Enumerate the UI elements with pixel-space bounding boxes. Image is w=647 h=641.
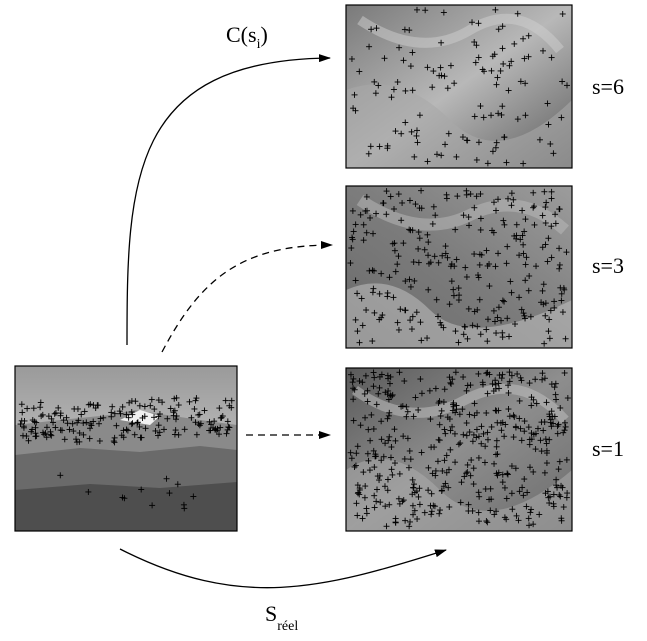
scale-3-keypoints: [347, 187, 570, 347]
original-image: [14, 365, 238, 532]
scale-1-label: s=1: [592, 436, 624, 461]
scale-6-label: s=6: [592, 74, 624, 99]
original-keypoints: [17, 394, 235, 512]
scale-3-image: [345, 185, 573, 349]
scale-3-label: s=3: [592, 253, 624, 278]
scale-1-image: [345, 367, 573, 532]
scale-1-keypoints: [347, 369, 571, 530]
real-scale-label: Sréel: [265, 601, 298, 634]
arrow-bottom: [119, 548, 447, 589]
scale-6-keypoints: [348, 6, 570, 167]
mapping-label: C(si): [226, 22, 268, 52]
scale-6-image: [345, 4, 573, 169]
arrow-to-s6: [126, 54, 331, 346]
arrow-to-s3: [161, 241, 333, 353]
